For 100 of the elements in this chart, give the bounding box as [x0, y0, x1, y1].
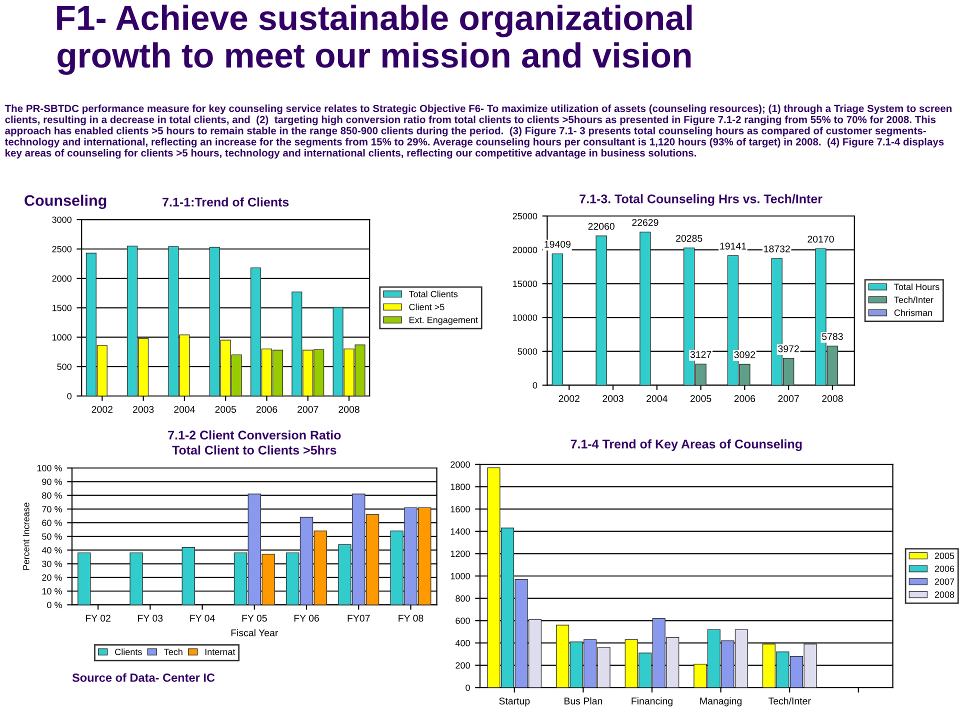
- x-tick-label: FY07: [348, 614, 370, 622]
- legend-label: Tech/Inter: [894, 296, 934, 304]
- y-tick-label: 40 %: [42, 547, 62, 554]
- y-tick-label: 0: [67, 392, 72, 400]
- y-tick-label: 600: [456, 618, 470, 624]
- y-tick-label: 80 %: [42, 492, 62, 499]
- x-tick-label: 2006: [256, 406, 278, 413]
- y-tick-label: 1800: [450, 484, 470, 490]
- x-tick-label: 2004: [646, 395, 668, 402]
- x-tick-label: 2007: [298, 406, 318, 413]
- x-tick-label: Tech/Inter: [768, 697, 811, 704]
- y-axis-title: Percent Increase: [23, 502, 30, 570]
- y-tick-label: 3000: [52, 216, 72, 223]
- x-tick-label: 2002: [558, 395, 580, 402]
- y-tick-label: 50 %: [42, 533, 62, 540]
- y-tick-label: 10000: [513, 314, 538, 321]
- data-label: 19141: [720, 242, 746, 250]
- y-tick-label: 0: [466, 684, 470, 691]
- data-label: 3127: [690, 351, 712, 358]
- y-tick-label: 2000: [52, 275, 72, 282]
- y-tick-label: 90 %: [42, 478, 62, 486]
- x-tick-label: FY 03: [138, 614, 163, 622]
- x-tick-label: Startup: [499, 698, 530, 706]
- bar: [182, 546, 195, 605]
- legend-label: Ext. Engagement: [410, 316, 478, 325]
- y-tick-label: 0 %: [47, 602, 62, 608]
- legend-label: Tech: [164, 648, 182, 656]
- x-tick-label: Bus Plan: [564, 697, 602, 704]
- y-tick-label: 1400: [450, 528, 470, 535]
- x-tick-label: 2005: [215, 406, 236, 413]
- chart-subtitle: Total Client to Clients >5hrs: [172, 445, 336, 455]
- y-tick-label: 1000: [450, 572, 470, 580]
- x-tick-label: 2008: [822, 395, 843, 402]
- text: The PR-SBTDC performance measure for key counseling service relates to Strategic Objective F6- To maximize utilization of assets (counseling resources); (1) through a Triage System to screen clients, resulting in a decrease in total clients, and (2) targeting high conversion ratio from total clients to clients >5hours as presented in Figure 7.1-2 ranging from 55% to 70% for 2008. This approach has enabled clients >5 hours to remain stable in the range 850-900 clients during the period. (3) Figure 7.1- 3 presents total counseling hours as compared of customer segments- technology and international, reflecting an increase for the segments from 15% to 29%. Average counseling hours per consultant is 1,120 hours (93% of target) in 2008. (4) Figure 7.1-4 displays key areas of counseling for clients >5 hours, technology and international clients, reflecting our competitive advantage in business solutions.: [4, 104, 952, 159]
- y-tick-label: 5000: [518, 348, 538, 355]
- data-label: 22629: [632, 219, 658, 226]
- y-tick-label: 1500: [52, 304, 72, 312]
- y-tick-label: 800: [456, 595, 470, 602]
- text: Counseling: [24, 194, 106, 210]
- bar: [552, 253, 564, 386]
- y-tick-label: 1000: [52, 334, 72, 341]
- x-tick-label: 2004: [174, 406, 195, 413]
- x-tick-label: 2002: [92, 406, 112, 413]
- data-label: 5783: [822, 333, 843, 340]
- bar: [130, 552, 143, 605]
- y-tick-label: 25000: [512, 212, 538, 220]
- legend-label: Chrisman: [894, 309, 932, 316]
- y-tick-label: 70 %: [42, 506, 62, 512]
- text: F1- Achieve sustainable organizational growth to meet our mission and vision: [57, 4, 692, 75]
- x-tick-label: FY 08: [398, 614, 424, 622]
- data-label: 22060: [588, 222, 614, 230]
- x-tick-label: FY 06: [294, 614, 319, 622]
- x-tick-label: 2003: [132, 406, 154, 413]
- y-tick-label: 10 %: [42, 588, 62, 594]
- legend-label: Internat: [205, 648, 236, 656]
- y-tick-label: 1600: [450, 506, 470, 512]
- legend-label: Clients: [115, 648, 142, 656]
- chart-title: 7.1-2 Client Conversion Ratio: [168, 430, 341, 440]
- y-tick-label: 20 %: [42, 574, 62, 581]
- data-label: 3972: [778, 345, 799, 352]
- x-tick-label: Managing: [700, 697, 742, 706]
- x-tick-label: FY 02: [86, 614, 110, 622]
- bar: [640, 232, 651, 386]
- y-tick-label: 15000: [513, 280, 538, 288]
- chart-title: 7.1-1:Trend of Clients: [162, 197, 289, 207]
- x-tick-label: 2007: [778, 395, 799, 402]
- legend-label: 2005: [934, 552, 954, 560]
- data-label: 20285: [676, 234, 702, 242]
- data-label: 20170: [808, 236, 834, 243]
- x-axis-title: Fiscal Year: [231, 629, 278, 636]
- x-tick-label: 2003: [602, 395, 624, 402]
- legend-label: 2006: [934, 566, 954, 572]
- y-tick-label: 0: [532, 382, 538, 389]
- y-tick-label: 2000: [450, 461, 470, 468]
- legend-label: Total Clients: [408, 290, 458, 298]
- y-tick-label: 500: [57, 364, 72, 370]
- chart-title: 7.1-4 Trend of Key Areas of Counseling: [570, 439, 802, 452]
- data-label: 19409: [544, 240, 570, 248]
- y-tick-label: 1200: [450, 550, 470, 558]
- legend-label: 2007: [934, 578, 954, 585]
- data-label: 18732: [764, 245, 790, 252]
- legend-label: 2008: [934, 591, 954, 598]
- x-tick-label: Financing: [632, 697, 672, 706]
- x-tick-label: 2006: [734, 395, 756, 402]
- y-tick-label: 100 %: [37, 464, 62, 472]
- chart-title: 7.1-3. Total Counseling Hrs vs. Tech/Inter: [580, 194, 822, 206]
- y-tick-label: 20000: [512, 246, 538, 254]
- source-note: Source of Data- Center IC: [72, 673, 215, 682]
- x-tick-label: 2008: [338, 406, 360, 413]
- y-tick-label: 400: [455, 640, 470, 646]
- x-tick-label: 2005: [690, 395, 712, 402]
- legend-label: Client >5: [409, 304, 444, 310]
- x-tick-label: FY 05: [242, 614, 267, 622]
- bar: [78, 552, 91, 605]
- y-tick-label: 2500: [52, 246, 72, 252]
- legend-label: Total Hours: [894, 283, 940, 290]
- y-tick-label: 200: [456, 662, 470, 669]
- y-tick-label: 30 %: [42, 560, 62, 568]
- bar: [596, 236, 607, 386]
- y-tick-label: 60 %: [42, 520, 62, 526]
